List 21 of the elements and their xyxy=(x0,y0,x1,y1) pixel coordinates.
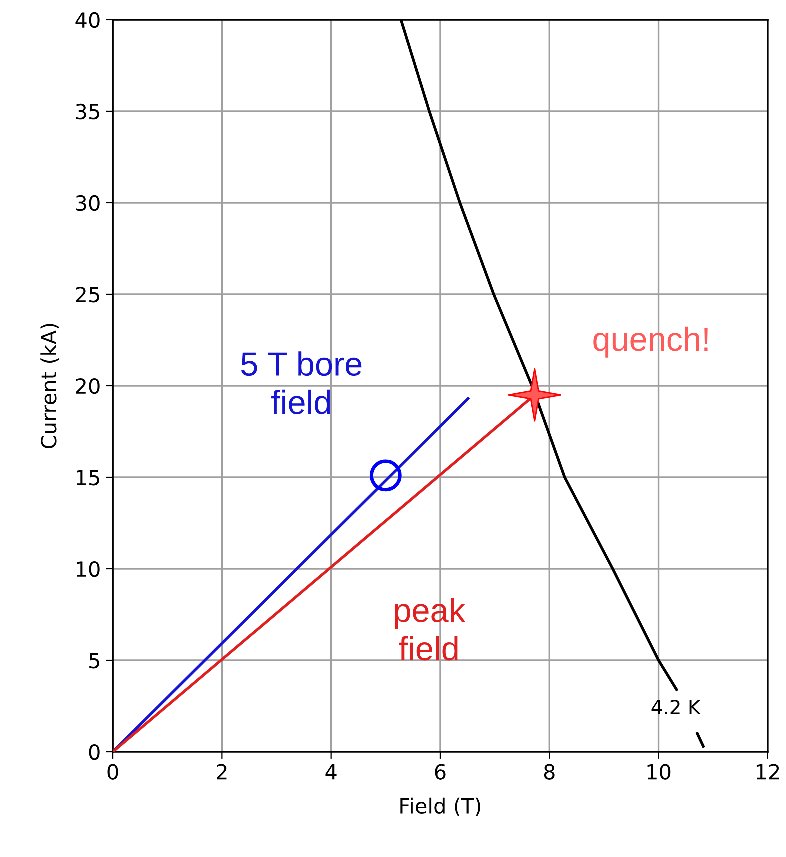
series-label: 5 T bore field xyxy=(241,352,362,414)
y-tick-label: 25 xyxy=(76,286,100,303)
y-tick-label: 35 xyxy=(76,104,100,120)
x-axis-title: Field (T) xyxy=(400,798,481,816)
y-tick-label: 20 xyxy=(76,378,100,394)
x-tick-label: 12 xyxy=(756,764,780,780)
y-tick-label: 10 xyxy=(77,561,100,578)
x-tick-label: 2 xyxy=(217,764,227,780)
series-label: peak field xyxy=(395,598,466,661)
y-tick-label: 40 xyxy=(76,12,100,28)
y-tick-label: 30 xyxy=(76,195,100,212)
x-tick-label: 6 xyxy=(435,764,446,780)
x-tick-label: 4 xyxy=(326,764,337,780)
x-tick-label: 8 xyxy=(544,764,555,780)
y-axis-title: Current (kA) xyxy=(40,324,60,449)
x-tick-label: 0 xyxy=(108,764,118,780)
y-tick-label: 0 xyxy=(89,744,100,760)
x-tick-label: 10 xyxy=(648,764,671,780)
series-label: 4.2 K xyxy=(652,700,702,714)
y-tick-label: 5 xyxy=(90,653,100,669)
y-tick-label: 15 xyxy=(77,470,100,486)
